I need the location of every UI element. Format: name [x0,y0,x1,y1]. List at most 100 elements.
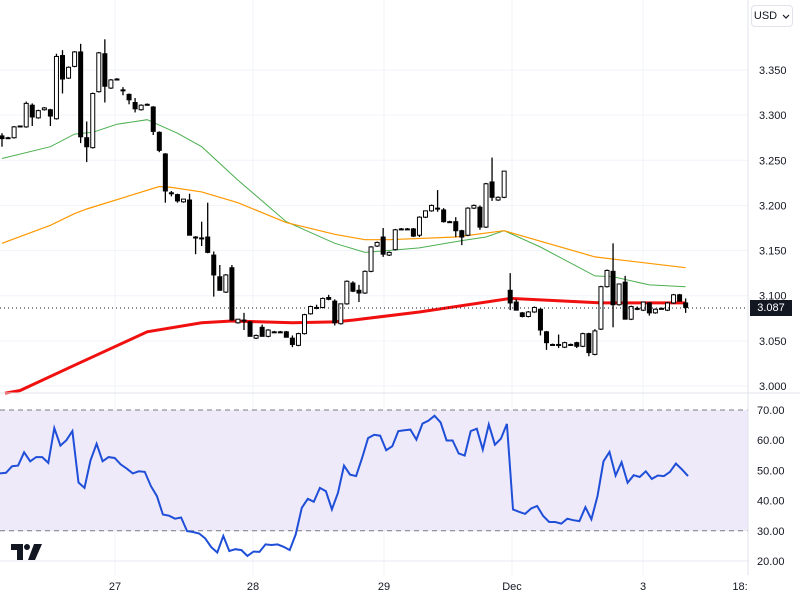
candle-body [235,318,241,324]
tradingview-logo-icon[interactable] [11,543,43,561]
candle [616,283,622,306]
candle [344,280,350,305]
candle-body [537,308,543,331]
candle [265,329,271,338]
currency-button[interactable]: USD [751,5,793,27]
rsi-axis[interactable]: 70.00 60.00 50.00 40.00 30.00 20.00 [757,405,785,568]
candle-body [60,55,65,80]
candle [84,121,90,163]
candle-body [658,307,664,310]
candle [386,251,392,256]
candle [544,330,549,350]
candle [120,87,126,96]
candle-body [652,308,658,314]
price-tick-label: 3.250 [759,155,787,167]
candle [181,198,186,203]
candle [519,311,525,318]
candle-body [0,135,5,140]
price-tick-label: 3.000 [759,381,787,393]
candle-body [544,331,549,344]
candle [416,216,422,238]
candle [72,51,78,68]
candle [259,324,265,337]
candle [156,131,162,153]
candle-body [114,78,120,81]
candle-body [265,329,271,337]
rsi-tick-label: 70.00 [757,405,785,417]
candle-body [126,93,132,101]
candle [368,246,374,273]
candle-body [41,107,47,111]
candle [447,220,453,224]
candle [465,207,471,237]
price-tick-label: 3.300 [759,110,787,122]
time-tick-label: 3 [640,581,646,593]
chevron-down-icon [782,14,790,19]
candle-body [144,103,150,106]
rsi-line [0,414,689,558]
candle [283,330,289,338]
rsi-band-fill [0,410,748,531]
candle [568,343,574,346]
moving-average-orange [1,185,686,269]
candle-body [507,289,513,304]
candle [338,303,344,325]
price-tick-label: 3.100 [759,291,787,303]
candle-body [90,92,96,149]
candle-body [308,306,314,315]
candle-body [519,312,525,317]
candle-body [120,89,126,92]
candle-body [253,334,259,339]
candle-body [556,343,562,346]
candle [314,304,320,310]
candle-body [616,283,622,306]
candle-body [108,79,114,89]
price-tick-label: 3.200 [759,200,787,212]
candle [477,205,483,230]
candle [380,228,386,257]
time-tick-label: 27 [109,581,121,593]
candle [289,335,295,348]
candle-body [574,342,580,347]
price-tick-label: 3.150 [759,246,787,258]
candle-body [392,229,398,251]
candle [550,343,556,346]
candle [392,228,398,251]
candle [604,269,610,288]
candle-body [646,302,652,314]
candle [108,79,114,89]
price-axis[interactable]: 3.350 3.300 3.250 3.200 3.150 3.100 3.050 3.000 [759,65,787,393]
candle-body [459,230,465,238]
candle-body [423,210,428,218]
candle [350,281,356,293]
rsi-tick-label: 50.00 [757,465,785,477]
candle [489,157,495,201]
candle-body [53,55,59,120]
candle [441,208,447,223]
candle [271,330,277,334]
candle [199,221,205,247]
candle-body [271,331,277,334]
candle-body [477,206,483,228]
candle [253,334,259,340]
candle [652,308,658,314]
time-axis[interactable]: 27 28 29 Dec 3 18: [109,581,748,593]
candle [537,308,543,336]
candle [241,312,247,331]
candle-body [205,236,211,253]
rsi-guides [0,409,748,532]
candle [531,306,537,313]
candle-body [35,110,41,119]
candle-body [386,251,392,256]
candle-body [289,337,295,345]
candle [513,299,519,311]
candle [507,273,513,311]
candle-body [132,102,138,110]
candle-body [96,52,102,93]
candle-body [610,270,616,306]
candle [168,190,174,197]
candle-body [683,302,689,308]
candle-body [677,294,683,302]
candle-body [495,196,501,201]
